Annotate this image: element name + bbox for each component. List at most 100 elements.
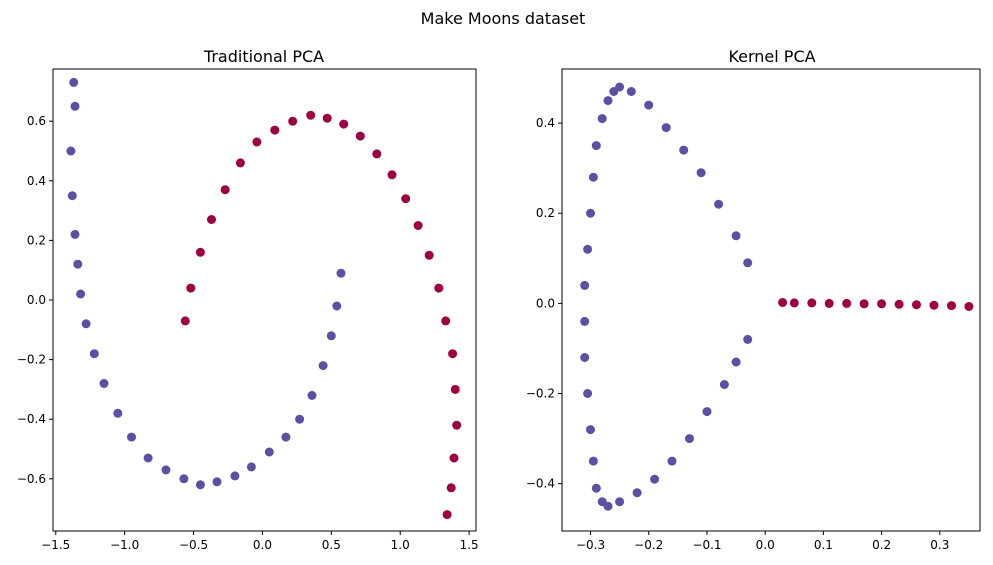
y-tick-label: 0.4 (536, 116, 555, 130)
scatter-point (89, 349, 99, 359)
axes-title-traditional-pca: Traditional PCA (203, 47, 324, 66)
scatter-point (76, 289, 86, 299)
scatter-point (113, 408, 123, 418)
y-tick-label: −0.4 (17, 412, 46, 426)
scatter-point (207, 215, 216, 224)
scatter-point (583, 244, 593, 254)
scatter-point (679, 145, 689, 155)
scatter-point (306, 110, 316, 120)
scatter-point (281, 432, 291, 442)
scatter-point (452, 420, 462, 430)
y-tick-label: 0.2 (536, 206, 555, 220)
scatter-point (413, 221, 423, 230)
scatter-point (143, 453, 153, 463)
scatter-point (288, 116, 298, 126)
scatter-point (186, 283, 196, 293)
y-tick-label: −0.2 (526, 387, 555, 401)
x-tick-label: −0.3 (576, 538, 605, 552)
scatter-point (212, 477, 222, 487)
axes-frame (561, 68, 981, 532)
scatter-point (295, 414, 305, 424)
scatter-point (743, 334, 753, 344)
x-tick-label: −0.5 (179, 538, 208, 552)
axes-kernel-pca: Kernel PCA −0.3 −0.2 −0.1 0.0 0.1 0.2 0.3 −0.4 −… (526, 47, 981, 552)
scatter-point (336, 268, 346, 278)
scatter-point (127, 432, 136, 442)
scatter-point (714, 199, 724, 209)
scatter-point (230, 471, 240, 481)
y-tick-label: 0.0 (27, 293, 46, 307)
scatter-point (877, 299, 887, 309)
scatter-point (67, 191, 77, 201)
scatter-point (81, 319, 91, 329)
scatter-point (99, 379, 109, 388)
y-tick-label: 0.4 (27, 174, 46, 188)
scatter-point (667, 456, 677, 466)
scatter-point (434, 283, 444, 293)
scatter-point (824, 298, 834, 308)
scatter-point (179, 474, 189, 484)
scatter-point (450, 384, 460, 394)
x-tick-label: −0.2 (634, 538, 663, 552)
y-tick-label: −0.6 (17, 472, 46, 486)
scatter-point (318, 361, 328, 371)
x-tick-label: 0.2 (872, 538, 891, 552)
scatter-point (246, 462, 256, 472)
x-tick-label: 0.0 (756, 538, 775, 552)
scatter-point (586, 208, 595, 218)
scatter-point (448, 349, 458, 359)
scatter-point (326, 331, 336, 341)
scatter-point (807, 298, 817, 308)
scatter-point (685, 434, 694, 444)
x-tick-label: −1.0 (110, 538, 139, 552)
y-tick-label: −0.2 (17, 353, 46, 367)
scatter-point (446, 483, 456, 493)
scatter-point (307, 390, 317, 400)
scatter-point (441, 316, 451, 326)
scatter-point (580, 353, 590, 362)
scatter-point (731, 357, 741, 367)
scatter-point (588, 456, 598, 466)
scatter-point (195, 247, 205, 257)
scatter-point (661, 123, 671, 133)
scatter-point (270, 125, 280, 135)
scatter-point (859, 299, 869, 309)
scatter-point (778, 298, 788, 307)
y-tick-label: −0.4 (526, 477, 555, 491)
scatter-point (70, 101, 80, 111)
scatter-point (626, 87, 636, 96)
scatter-point (644, 100, 654, 110)
scatter-point (220, 185, 230, 195)
scatter-point (632, 488, 642, 498)
x-tick-label: −0.1 (692, 538, 721, 552)
scatter-point (401, 194, 411, 204)
x-tick-label: 0.3 (930, 538, 949, 552)
scatter-point (355, 131, 365, 141)
axes-traditional-pca: Traditional PCA −1.5 −1.0 −0.5 0.0 0.5 1.0 1.5… (17, 47, 479, 552)
scatter-point (609, 87, 619, 96)
scatter-point (588, 172, 598, 182)
scatter-point (332, 301, 342, 311)
scatter-point (66, 146, 76, 156)
y-tick-label: 0.0 (536, 296, 555, 310)
scatter-point (442, 510, 452, 520)
scatter-point (252, 137, 262, 147)
scatter-point (264, 447, 274, 457)
scatter-point (603, 501, 613, 511)
figure-suptitle: Make Moons dataset (421, 9, 586, 28)
x-tick-label: 0.1 (814, 538, 833, 552)
scatter-point (387, 170, 397, 180)
scatter-point (591, 141, 601, 151)
scatter-point (69, 77, 79, 87)
scatter-point (586, 425, 595, 435)
scatter-point (743, 258, 753, 268)
scatter-point (322, 113, 332, 123)
x-tick-label: 1.5 (460, 538, 479, 552)
scatter-point (964, 302, 974, 311)
scatter-point (696, 168, 706, 178)
scatter-point (842, 298, 852, 308)
scatter-point (180, 316, 190, 326)
scatter-point (702, 407, 712, 417)
